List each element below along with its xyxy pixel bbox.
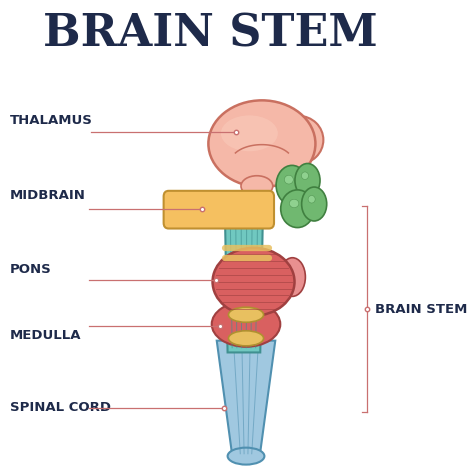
Text: MIDBRAIN: MIDBRAIN: [10, 189, 86, 202]
Ellipse shape: [228, 447, 264, 465]
Ellipse shape: [301, 172, 309, 180]
FancyBboxPatch shape: [164, 191, 274, 228]
Polygon shape: [225, 201, 263, 353]
Ellipse shape: [212, 301, 280, 347]
Ellipse shape: [290, 199, 299, 208]
Ellipse shape: [276, 165, 308, 205]
Text: SPINAL CORD: SPINAL CORD: [10, 401, 111, 414]
Ellipse shape: [274, 116, 323, 164]
Ellipse shape: [295, 164, 320, 197]
Ellipse shape: [228, 307, 264, 322]
Ellipse shape: [221, 116, 278, 151]
Text: BRAIN STEM: BRAIN STEM: [43, 13, 378, 56]
Ellipse shape: [228, 331, 264, 346]
Text: THALAMUS: THALAMUS: [10, 114, 92, 127]
Text: PONS: PONS: [10, 263, 52, 275]
Ellipse shape: [301, 187, 327, 221]
Polygon shape: [217, 341, 275, 458]
Ellipse shape: [281, 190, 314, 228]
Text: MEDULLA: MEDULLA: [10, 328, 81, 341]
Ellipse shape: [308, 196, 315, 203]
Text: BRAIN STEM: BRAIN STEM: [375, 303, 467, 316]
Ellipse shape: [284, 175, 293, 184]
Ellipse shape: [209, 100, 315, 187]
Ellipse shape: [212, 248, 294, 316]
Ellipse shape: [280, 258, 305, 296]
Ellipse shape: [241, 176, 273, 197]
